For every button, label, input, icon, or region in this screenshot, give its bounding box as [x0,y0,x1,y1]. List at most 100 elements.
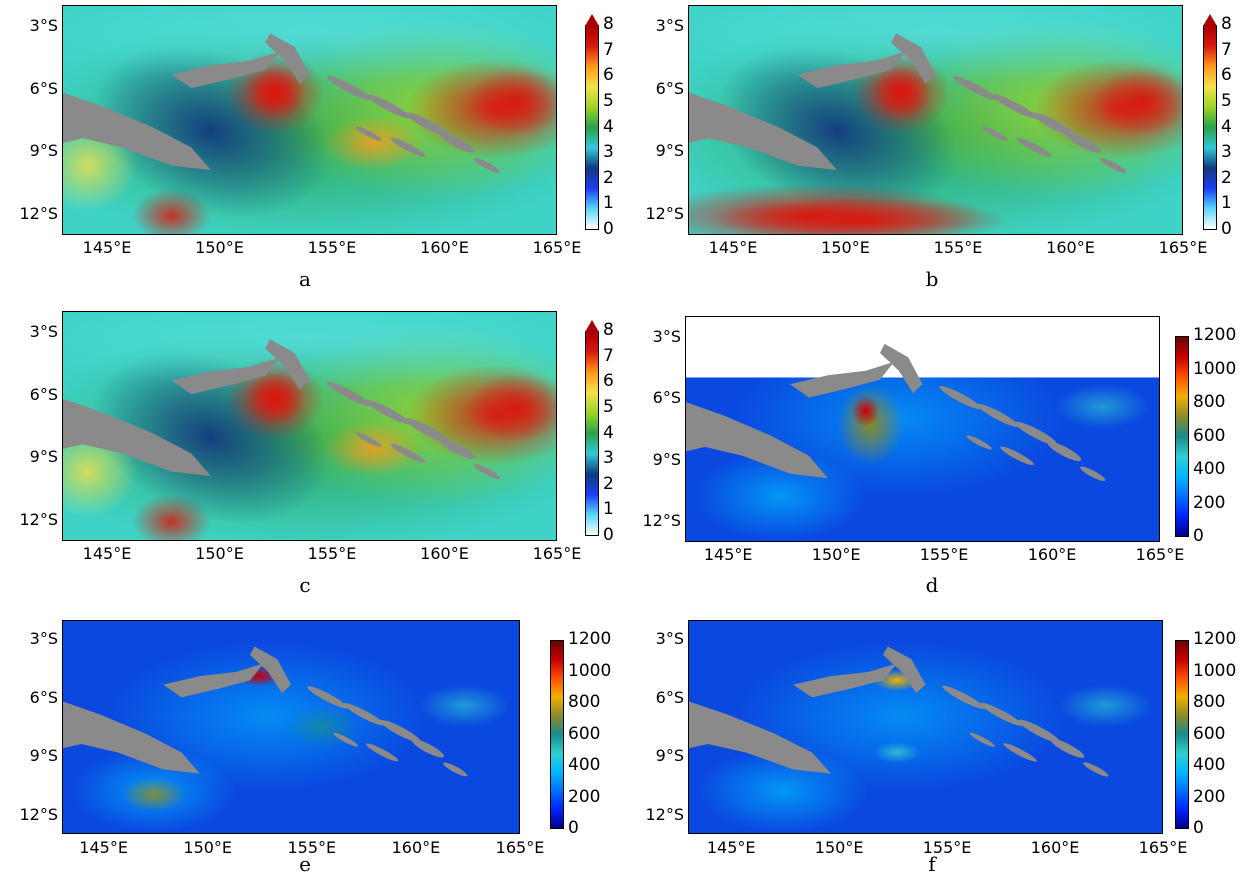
colorbar-tick: 1000 [568,660,612,681]
x-tick-label: 165°E [1158,238,1208,257]
x-tick-label: 165°E [495,838,545,857]
y-tick-label: 6°S [29,687,58,707]
y-tick-label: 3°S [29,15,58,35]
colorbar-tick: 600 [568,723,601,744]
y-tick-label: 12°S [19,204,58,224]
x-tick-label: 150°E [811,545,861,564]
colorbar-tick: 200 [1193,492,1226,513]
y-tick-label: 12°S [645,204,684,224]
colorbar-tick: 2 [603,473,614,494]
x-tick-label: 160°E [1046,238,1095,257]
y-tick-label: 12°S [645,804,684,824]
colorbar-extend-arrow [1203,14,1217,26]
y-tick-label: 6°S [29,78,58,98]
colorbar-tick: 0 [568,818,579,838]
colorbar-tick: 1200 [1193,629,1237,649]
land-mask [63,339,501,480]
y-tick-label: 3°S [29,321,58,341]
x-tick-label: 160°E [1027,545,1077,564]
y-tick-label: 9°S [652,449,681,469]
colorbar-tick: 600 [1193,425,1226,446]
x-tick-label: 165°E [1135,545,1185,564]
colorbar-tick: 5 [603,90,614,111]
colorbar-tick: 1200 [568,629,612,649]
colorbar-tick: 600 [1193,723,1226,744]
colorbar-f [1175,640,1189,829]
x-tick-label: 155°E [287,838,337,857]
colorbar-extend-arrow [585,320,599,332]
x-tick-label: 150°E [183,838,233,857]
colorbar-tick: 7 [1221,39,1232,60]
x-tick-label: 155°E [933,238,983,257]
colorbar-tick: 5 [603,396,614,417]
y-tick-label: 3°S [29,629,58,649]
land-mask [689,33,1127,174]
map-panel-b [688,5,1183,235]
panel-label-d: d [925,573,939,597]
panel-label-f: f [928,852,936,876]
colorbar-tick: 0 [1193,526,1204,546]
colorbar-tick: 8 [1221,14,1232,34]
y-tick-label: 12°S [642,511,681,531]
x-tick-label: 145°E [708,238,758,257]
x-tick-label: 145°E [706,838,756,857]
y-tick-label: 3°S [655,629,684,649]
x-tick-label: 165°E [532,544,582,563]
land-mask [686,343,1106,481]
y-tick-label: 12°S [19,804,58,824]
x-tick-label: 155°E [307,238,357,257]
x-tick-label: 160°E [1030,838,1080,857]
x-tick-label: 165°E [1138,838,1188,857]
x-tick-label: 150°E [195,544,244,563]
map-panel-f [688,620,1163,834]
colorbar-tick: 3 [1221,142,1232,163]
colorbar-tick: 6 [603,65,614,86]
colorbar-tick: 800 [1193,392,1226,412]
colorbar-e [550,640,564,829]
colorbar-tick: 7 [603,345,614,366]
colorbar-tick: 2 [1221,167,1232,188]
y-tick-label: 3°S [652,326,681,346]
colorbar-tick: 3 [603,142,614,163]
x-tick-label: 145°E [79,838,128,857]
colorbar-tick: 1 [603,499,614,520]
colorbar-tick: 2 [603,167,614,188]
x-tick-label: 150°E [814,838,864,857]
x-tick-label: 155°E [307,544,357,563]
colorbar-tick: 200 [1193,786,1226,807]
colorbar-d [1175,336,1189,537]
x-tick-label: 160°E [420,544,469,563]
x-tick-label: 160°E [420,238,469,257]
x-tick-label: 145°E [703,545,753,564]
x-tick-label: 155°E [922,838,972,857]
colorbar-extend-arrow [585,14,599,26]
panel-label-e: e [299,852,311,876]
colorbar-tick: 4 [1221,116,1232,137]
land-mask [63,646,468,777]
x-tick-label: 155°E [919,545,969,564]
panel-label-c: c [299,573,311,597]
colorbar-tick: 8 [603,14,614,34]
y-tick-label: 9°S [655,746,684,766]
colorbar-tick: 800 [568,692,601,712]
map-panel-e [62,620,520,834]
x-tick-label: 160°E [391,838,441,857]
y-tick-label: 9°S [29,447,58,467]
colorbar-b [1203,25,1217,230]
colorbar-tick: 1 [1221,193,1232,214]
x-tick-label: 145°E [82,238,132,257]
colorbar-tick: 7 [603,39,614,60]
y-tick-label: 9°S [29,746,58,766]
colorbar-tick: 1 [603,193,614,214]
colorbar-tick: 400 [1193,459,1226,479]
y-tick-label: 6°S [29,384,58,404]
colorbar-tick: 6 [1221,65,1232,86]
x-tick-label: 145°E [82,544,132,563]
colorbar-tick: 0 [603,525,614,545]
colorbar-tick: 8 [603,320,614,340]
colorbar-tick: 1000 [1193,660,1237,681]
colorbar-tick: 0 [603,219,614,239]
colorbar-tick: 0 [1193,818,1204,838]
colorbar-tick: 400 [1193,755,1226,775]
